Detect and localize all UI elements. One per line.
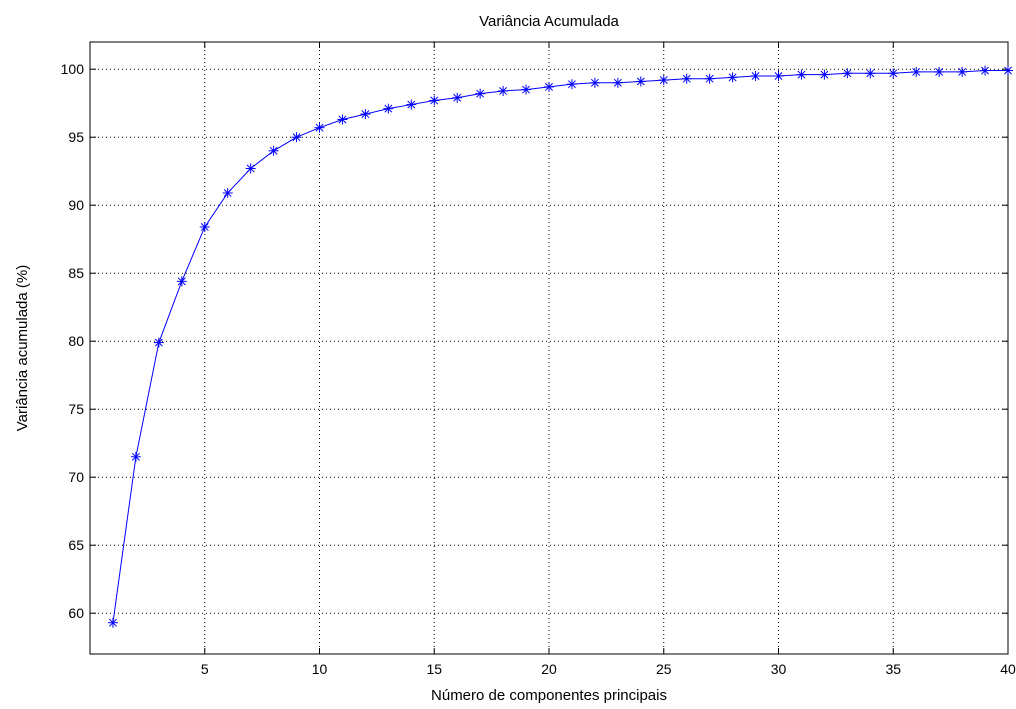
data-point xyxy=(406,99,417,110)
data-point xyxy=(957,66,968,77)
data-point xyxy=(452,92,463,103)
y-tick-label: 100 xyxy=(61,61,85,77)
data-point xyxy=(199,221,210,232)
data-point xyxy=(314,122,325,133)
data-point xyxy=(980,65,991,76)
data-point xyxy=(589,77,600,88)
data-point xyxy=(245,163,256,174)
data-point xyxy=(360,109,371,120)
data-point xyxy=(934,66,945,77)
y-tick-label: 60 xyxy=(68,605,84,621)
data-point xyxy=(222,187,233,198)
y-tick-label: 95 xyxy=(68,129,84,145)
data-point xyxy=(612,77,623,88)
data-point xyxy=(383,103,394,114)
y-tick-label: 75 xyxy=(68,401,84,417)
y-tick-label: 80 xyxy=(68,333,84,349)
x-tick-label: 20 xyxy=(541,661,557,677)
grid-lines xyxy=(90,42,1008,654)
data-point xyxy=(1003,65,1013,76)
data-point xyxy=(773,71,784,81)
data-point xyxy=(842,68,853,79)
data-point xyxy=(819,69,830,80)
y-tick-label: 65 xyxy=(68,537,84,553)
data-point xyxy=(130,451,141,462)
x-tick-label: 10 xyxy=(312,661,328,677)
data-point xyxy=(337,114,348,125)
data-point xyxy=(865,68,876,79)
chart-title: Variância Acumulada xyxy=(479,13,619,30)
data-point xyxy=(796,69,807,80)
x-tick-label: 15 xyxy=(426,661,442,677)
axes: 5 10 15 20 25 30 35 40 60 65 70 75 80 85 90 95 100 xyxy=(61,41,1016,677)
data-series xyxy=(107,65,1013,628)
x-tick-label: 25 xyxy=(656,661,672,677)
data-point xyxy=(429,95,440,106)
data-point xyxy=(544,81,554,92)
data-point xyxy=(888,68,899,79)
data-point xyxy=(107,617,118,628)
data-point xyxy=(153,337,164,348)
x-tick-label: 5 xyxy=(201,661,209,677)
data-point xyxy=(176,276,187,287)
data-point xyxy=(911,66,922,77)
x-tick-label: 40 xyxy=(1000,661,1016,677)
x-axis-label: Número de componentes principais xyxy=(431,687,667,704)
data-point xyxy=(498,85,509,96)
x-tick-label: 30 xyxy=(771,661,787,677)
data-point xyxy=(635,76,646,87)
data-point xyxy=(750,71,761,81)
data-point xyxy=(521,84,532,95)
data-point xyxy=(475,88,486,99)
data-point xyxy=(681,73,692,84)
y-tick-label: 90 xyxy=(68,197,84,213)
data-point xyxy=(566,79,577,90)
x-tick-label: 35 xyxy=(885,661,901,677)
data-point xyxy=(268,145,279,156)
series-line xyxy=(112,70,1008,623)
data-point xyxy=(727,72,738,83)
data-point xyxy=(658,75,669,86)
data-point xyxy=(291,132,302,143)
data-point xyxy=(704,73,715,84)
y-tick-label: 85 xyxy=(68,265,84,281)
y-tick-label: 70 xyxy=(68,469,84,485)
y-axis-label: Variância acumulada (%) xyxy=(14,265,31,431)
